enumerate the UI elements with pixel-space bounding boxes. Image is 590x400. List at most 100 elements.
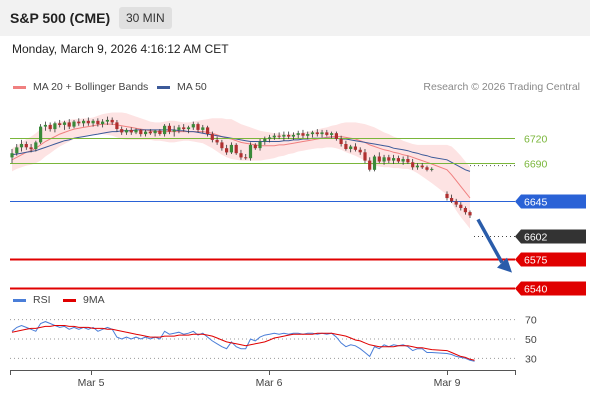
legend-rsi: RSI: [13, 294, 51, 306]
candle-body: [234, 144, 238, 154]
time-axis-label: Mar 6: [256, 377, 283, 389]
candle-body: [19, 144, 24, 148]
candle-body: [167, 125, 171, 132]
candle-body: [320, 132, 324, 135]
candle-body: [468, 212, 472, 216]
candle-body: [82, 120, 86, 124]
candle-body: [148, 131, 152, 134]
candle-body: [144, 131, 148, 135]
candle-body: [196, 124, 200, 130]
candle-body: [24, 144, 28, 148]
rsi-legend-label: RSI: [33, 294, 51, 306]
candle-body: [239, 153, 243, 158]
level-tag-6602: [515, 229, 586, 244]
candle-body: [29, 147, 33, 150]
candle-body: [301, 133, 305, 136]
candle-body: [450, 198, 454, 202]
candle-body: [129, 129, 133, 133]
bollinger-legend-label: MA 20 + Bollinger Bands: [33, 81, 149, 93]
rsi-ma-swatch: [63, 298, 76, 302]
candle-body: [62, 122, 67, 125]
candle-body: [349, 146, 353, 149]
rsi-tick-label: 30: [525, 353, 537, 365]
candle-body: [353, 146, 357, 150]
candle-body: [53, 123, 57, 130]
candle-body: [58, 123, 62, 125]
candle-body: [344, 144, 348, 149]
candle-body: [315, 132, 319, 135]
candle-body: [377, 156, 381, 162]
candle-body: [220, 142, 224, 149]
candle-body: [39, 126, 43, 143]
candle-body: [253, 144, 257, 149]
level-label-6602: 6602: [524, 232, 548, 244]
candle-body: [287, 134, 291, 137]
candle-body: [86, 120, 90, 124]
candle-body: [48, 124, 52, 130]
candle-body: [186, 127, 191, 130]
bollinger-swatch: [13, 85, 26, 89]
ma50-swatch: [157, 85, 170, 89]
legend-ma50: MA 50: [157, 81, 207, 93]
candle-body: [101, 121, 105, 125]
candle-body: [420, 165, 424, 168]
timestamp: Monday, March 9, 2026 4:16:12 AM CET: [12, 42, 229, 56]
candle-body: [387, 157, 391, 161]
candle-body: [124, 129, 129, 133]
candle-body: [229, 144, 233, 153]
forecast-arrow-head: [497, 257, 512, 273]
candle-body: [445, 193, 449, 199]
candle-body: [172, 129, 176, 132]
rsi-ma-line: [11, 325, 475, 361]
candle-body: [67, 122, 71, 127]
candle-body: [182, 127, 186, 130]
candle-body: [368, 160, 372, 170]
candle-body: [177, 127, 181, 130]
rsi-tick-label: 50: [525, 334, 537, 346]
candle-body: [339, 139, 343, 144]
candle-body: [382, 157, 386, 162]
rsi-swatch: [13, 298, 26, 302]
candle-body: [258, 141, 262, 149]
level-label-6690: 6690: [524, 159, 548, 171]
candle-body: [277, 135, 281, 137]
candle-body: [296, 133, 300, 135]
candle-body: [306, 134, 310, 136]
candle-body: [263, 139, 267, 142]
time-axis-label: Mar 5: [78, 377, 105, 389]
instrument-title: S&P 500 (CME): [10, 10, 111, 26]
candle-body: [454, 201, 458, 205]
candle-body: [396, 158, 400, 162]
candle-body: [91, 120, 95, 124]
legend-bollinger: MA 20 + Bollinger Bands: [13, 81, 148, 93]
candle-body: [248, 144, 253, 159]
header-bar: S&P 500 (CME) 30 MIN: [0, 0, 590, 36]
candle-body: [34, 142, 38, 149]
time-axis-label: Mar 9: [434, 377, 461, 389]
candle-body: [105, 119, 109, 122]
candle-body: [110, 119, 114, 123]
ma50-legend-label: MA 50: [177, 81, 207, 93]
candle-body: [244, 157, 248, 159]
candle-body: [158, 130, 162, 134]
candle-body: [310, 132, 315, 135]
bollinger-band: [12, 112, 470, 229]
candle-body: [139, 129, 143, 135]
candle-body: [330, 133, 334, 135]
candle-body: [201, 127, 205, 130]
rsi-ma-legend-label: 9MA: [83, 294, 105, 306]
candle-body: [215, 139, 219, 143]
level-tag-6575: [515, 252, 586, 267]
candle-body: [225, 148, 229, 153]
candle-body: [459, 204, 463, 208]
forecast-arrow-shaft: [476, 218, 504, 264]
candle-body: [134, 129, 138, 133]
candle-body: [272, 135, 276, 138]
rsi-tick-label: 70: [525, 315, 537, 327]
timeframe-button[interactable]: 30 MIN: [119, 7, 172, 29]
research-credit: Research © 2026 Trading Central: [423, 81, 580, 93]
candle-body: [77, 121, 81, 124]
candle-body: [358, 149, 362, 153]
